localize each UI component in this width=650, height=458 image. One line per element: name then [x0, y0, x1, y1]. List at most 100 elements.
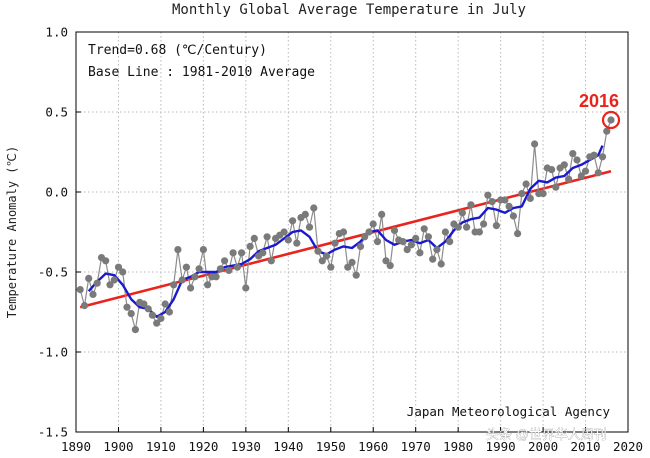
data-point — [573, 156, 581, 164]
data-point — [301, 210, 309, 218]
data-point — [263, 233, 271, 241]
data-point — [369, 220, 377, 228]
chart-title: Monthly Global Average Temperature in Ju… — [172, 2, 526, 18]
data-point — [509, 212, 517, 220]
data-point — [293, 239, 301, 247]
data-point — [424, 233, 432, 241]
data-point — [526, 194, 534, 202]
data-point — [344, 263, 352, 271]
x-tick-label: 1920 — [188, 439, 218, 454]
data-point — [598, 153, 607, 161]
data-point — [412, 234, 420, 242]
data-point — [475, 228, 483, 236]
data-point — [403, 246, 411, 254]
data-point — [204, 281, 212, 289]
y-tick-label: 0.0 — [45, 185, 68, 200]
data-point — [548, 166, 556, 174]
data-points-layer — [76, 116, 615, 334]
y-tick-label: -1.0 — [38, 345, 68, 360]
data-point — [433, 246, 441, 254]
data-point — [289, 217, 297, 225]
data-point — [522, 180, 530, 188]
data-point — [560, 161, 568, 169]
watermark: 头条 @世界华人周刊 — [486, 427, 607, 442]
data-point — [429, 255, 437, 263]
y-tick-label: 1.0 — [45, 25, 68, 40]
data-point — [170, 281, 178, 289]
data-point — [216, 265, 224, 273]
data-point — [195, 265, 203, 273]
data-point — [492, 222, 500, 230]
data-point — [246, 242, 254, 250]
data-point — [407, 241, 415, 249]
data-point — [106, 281, 114, 289]
data-point — [310, 204, 318, 212]
data-point — [484, 191, 492, 199]
data-point — [505, 202, 513, 210]
data-point — [89, 290, 97, 298]
annual-series-line — [79, 119, 612, 330]
data-point — [348, 258, 356, 266]
data-point — [331, 239, 339, 247]
grid — [76, 32, 628, 432]
data-point — [390, 226, 399, 234]
data-point — [199, 246, 207, 254]
data-point — [399, 238, 407, 246]
data-point — [501, 196, 509, 204]
data-point — [352, 271, 360, 279]
running-mean-layer — [87, 145, 604, 318]
data-point — [327, 263, 335, 271]
data-point — [416, 249, 424, 257]
data-point — [565, 175, 573, 183]
data-point — [463, 223, 471, 231]
data-point — [187, 284, 195, 292]
x-tick-label: 2000 — [528, 439, 558, 454]
data-point — [225, 266, 233, 274]
highlight-label-2016: 2016 — [579, 91, 619, 111]
data-point — [365, 228, 373, 236]
data-point — [378, 210, 386, 218]
data-point — [322, 252, 331, 260]
data-point — [80, 302, 89, 310]
data-point — [458, 209, 466, 217]
data-point — [514, 230, 522, 238]
data-point — [250, 234, 258, 242]
data-point — [518, 190, 526, 198]
highlight-ring-2016 — [601, 110, 621, 130]
data-point — [76, 286, 84, 294]
data-point — [594, 169, 602, 177]
data-point — [386, 262, 394, 270]
data-point — [581, 167, 590, 175]
data-point — [127, 310, 135, 318]
data-point — [420, 225, 428, 233]
baseline-annotation: Base Line : 1981-2010 Average — [88, 65, 315, 80]
data-point — [314, 247, 322, 255]
data-point — [191, 273, 199, 281]
data-point — [603, 127, 611, 135]
data-point — [441, 228, 449, 236]
data-point — [552, 183, 560, 191]
x-tick-label: 1910 — [146, 439, 176, 454]
agency-credit: Japan Meteorological Agency — [407, 404, 611, 419]
data-point — [590, 151, 598, 159]
y-tick-label: 0.5 — [45, 105, 68, 120]
data-point — [178, 276, 186, 284]
data-point — [148, 311, 156, 319]
data-point — [305, 223, 314, 231]
data-point — [233, 263, 241, 271]
data-point — [607, 116, 615, 124]
x-tick-label: 1900 — [103, 439, 133, 454]
data-point — [284, 236, 292, 244]
plot-frame — [75, 31, 629, 433]
data-point — [318, 257, 326, 265]
data-point — [539, 190, 547, 198]
data-point — [221, 257, 229, 265]
data-point — [446, 238, 454, 246]
data-point — [153, 319, 161, 327]
x-tick-label: 2010 — [570, 439, 600, 454]
data-point — [488, 198, 496, 206]
data-point — [437, 260, 445, 268]
data-point — [467, 201, 475, 209]
x-tick-label: 1960 — [358, 439, 388, 454]
